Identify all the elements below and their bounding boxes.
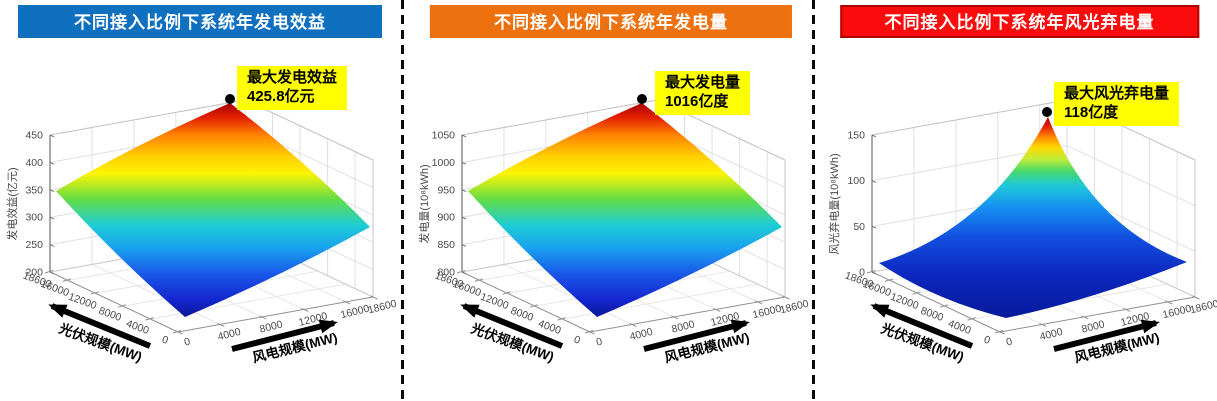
panel-generation-benefit: 不同接入比例下系统年发电效益 0 4000 8000 12000 16000 18600 0…	[0, 0, 400, 401]
z-axis-title: 发电效益(亿元)	[5, 167, 19, 240]
z-tick-label: 1050	[432, 130, 456, 142]
y-tick-label: 12000	[889, 291, 921, 312]
z-tick-label: 300	[25, 212, 43, 224]
max-value-callout: 最大发电效益 425.8亿元	[237, 66, 348, 110]
y-tick-label: 8000	[919, 305, 945, 324]
x-tick-label: 0	[1005, 336, 1014, 349]
y-tick-label: 0	[572, 334, 582, 347]
z-axis-title: 发电量(10⁸kWh)	[417, 164, 431, 243]
z-tick-label: 450	[25, 130, 43, 142]
wind-axis-arrow	[643, 319, 750, 352]
callout-line1: 最大风光弃电量	[1064, 85, 1170, 102]
wind-axis-arrow	[231, 319, 338, 352]
x-tick-label: 18600	[1189, 298, 1217, 317]
surface-plot: 0 4000 8000 12000 16000 18600 0 4000 8000 12000 16…	[0, 0, 400, 401]
surface-mesh	[879, 117, 1187, 318]
wind-axis-arrow	[1053, 319, 1160, 352]
z-tick-label: 250	[25, 239, 43, 251]
x-tick-label: 18600	[367, 298, 398, 317]
z-tick-label: 0	[859, 267, 865, 279]
surface-mesh	[468, 103, 782, 317]
surface-plot: 0 4000 8000 12000 16000 18600 0 4000 8000 12000 16…	[412, 0, 810, 401]
peak-marker	[637, 94, 647, 104]
panel-separator	[812, 0, 815, 401]
y-tick-label: 12000	[67, 291, 99, 312]
callout-line2: 118亿度	[1064, 104, 1119, 121]
x-tick-label: 0	[183, 336, 192, 349]
z-tick-label: 400	[25, 157, 43, 169]
y-tick-label: 0	[982, 334, 992, 347]
y-tick-label: 8000	[97, 305, 123, 324]
surface-mesh	[56, 103, 370, 317]
z-tick-label: 350	[25, 184, 43, 196]
pv-axis-arrow	[460, 303, 564, 349]
callout-line2: 1016亿度	[665, 93, 729, 110]
z-tick-label: 850	[437, 239, 455, 251]
pv-axis-arrow	[870, 303, 974, 349]
z-tick-label: 800	[437, 267, 455, 279]
max-value-callout: 最大风光弃电量 118亿度	[1054, 82, 1180, 126]
x-tick-label: 4000	[628, 326, 654, 343]
callout-line1: 最大发电效益	[247, 69, 338, 86]
panel-curtailment: 不同接入比例下系统年风光弃电量 0 4000 8000 12000 16000 18600…	[822, 0, 1217, 401]
z-tick-label: 100	[847, 175, 865, 187]
z-axis-title: 风光弃电量(10⁸kWh)	[827, 153, 841, 254]
panel-separator	[401, 0, 404, 401]
callout-line1: 最大发电量	[665, 74, 741, 91]
x-tick-label: 4000	[1038, 326, 1064, 343]
peak-marker	[225, 94, 235, 104]
panel-title-banner: 不同接入比例下系统年风光弃电量	[839, 5, 1200, 38]
x-tick-label: 8000	[258, 318, 284, 335]
x-tick-label: 0	[595, 336, 604, 349]
surface-plot: 0 4000 8000 12000 16000 18600 0 4000 8000 12000 16…	[822, 0, 1217, 401]
x-tick-label: 18600	[779, 298, 810, 317]
pv-axis-arrow	[48, 303, 152, 349]
z-tick-label: 900	[437, 212, 455, 224]
x-tick-label: 4000	[216, 326, 242, 343]
x-tick-label: 8000	[670, 318, 696, 335]
panel-title-banner: 不同接入比例下系统年发电量	[429, 5, 793, 38]
callout-line2: 425.8亿元	[247, 88, 315, 105]
peak-marker	[1042, 107, 1052, 117]
y-tick-label: 8000	[509, 305, 535, 324]
y-tick-label: 12000	[479, 291, 511, 312]
max-value-callout: 最大发电量 1016亿度	[655, 71, 751, 115]
panel-generation-amount: 不同接入比例下系统年发电量 0 4000 8000 12000 16000 18600 0 4…	[412, 0, 810, 401]
z-tick-label: 950	[437, 184, 455, 196]
panel-title-banner: 不同接入比例下系统年发电效益	[18, 5, 382, 38]
x-tick-label: 8000	[1080, 318, 1106, 335]
z-tick-label: 50	[853, 221, 865, 233]
z-tick-label: 150	[847, 130, 865, 142]
z-tick-label: 200	[25, 267, 43, 279]
z-tick-label: 1000	[432, 157, 456, 169]
y-tick-label: 0	[160, 334, 170, 347]
